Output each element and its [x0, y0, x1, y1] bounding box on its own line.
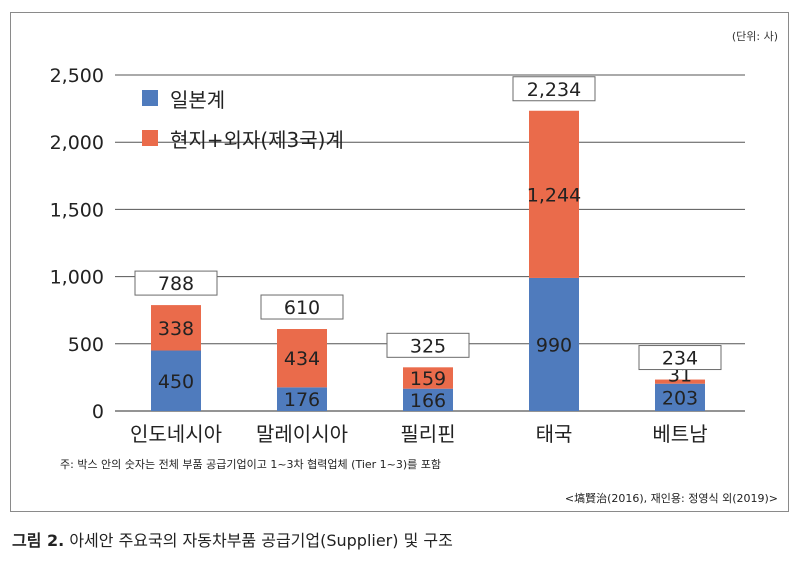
data-label-japanese: 166	[410, 390, 446, 412]
total-box	[260, 294, 344, 320]
source-note: <塙賢治(2016), 재인용: 정영식 외(2019)>	[564, 492, 778, 505]
legend-swatch-local-foreign	[142, 130, 158, 146]
data-label-japanese: 990	[536, 334, 572, 356]
legend-label-local-foreign: 현지+외자(제3국)계	[170, 127, 344, 152]
total-box	[638, 345, 722, 371]
legend-label-japanese: 일본계	[170, 87, 226, 112]
unit-label: (단위: 사)	[731, 30, 778, 43]
y-tick-label: 500	[68, 334, 104, 356]
legend-swatch-japanese	[142, 90, 158, 106]
data-label-local-foreign: 159	[410, 368, 446, 390]
total-label: 234	[662, 348, 698, 370]
y-tick-label: 2,500	[50, 65, 104, 87]
total-box	[386, 332, 470, 358]
data-label-local-foreign: 338	[158, 318, 194, 340]
y-tick-label: 2,000	[50, 132, 104, 154]
figure-caption-text: 아세안 주요국의 자동차부품 공급기업(Supplier) 및 구조	[64, 531, 453, 550]
y-tick-label: 0	[92, 401, 104, 423]
bar-local-foreign	[655, 379, 705, 384]
y-tick-label: 1,000	[50, 267, 104, 289]
data-label-local-foreign: 1,244	[527, 184, 581, 206]
legend: 일본계 현지+외자(제3국)계	[142, 78, 344, 158]
legend-item-local-foreign: 현지+외자(제3국)계	[142, 118, 344, 158]
bar-japanese	[655, 383, 705, 411]
x-tick-label: 베트남	[652, 422, 707, 446]
data-label-japanese: 203	[662, 387, 698, 409]
total-label: 788	[158, 273, 194, 295]
total-label: 610	[284, 297, 320, 319]
bar-japanese	[529, 277, 579, 411]
bar-japanese	[277, 387, 327, 411]
total-box	[512, 76, 596, 102]
x-tick-label: 인도네시아	[130, 422, 222, 446]
x-tick-label: 필리핀	[400, 422, 455, 446]
figure-label: 그림 2.	[12, 531, 65, 550]
total-label: 2,234	[527, 79, 581, 101]
data-label-local-foreign: 31	[668, 365, 692, 387]
x-tick-label: 태국	[536, 422, 573, 446]
data-label-japanese: 450	[158, 371, 194, 393]
bar-local-foreign	[529, 110, 579, 278]
total-label: 325	[410, 335, 446, 357]
footnote: 주: 박스 안의 숫자는 전체 부품 공급기업이고 1~3차 협력업체 (Tie…	[60, 458, 442, 471]
x-tick-label: 말레이시아	[256, 422, 348, 446]
bar-local-foreign	[277, 329, 327, 388]
bar-japanese	[151, 350, 201, 411]
bar-local-foreign	[151, 305, 201, 351]
bar-local-foreign	[403, 367, 453, 389]
data-label-local-foreign: 434	[284, 348, 320, 370]
y-tick-label: 1,500	[50, 199, 104, 221]
chart-frame	[10, 12, 789, 512]
bar-japanese	[403, 388, 453, 411]
legend-item-japanese: 일본계	[142, 78, 344, 118]
figure-caption: 그림 2. 아세안 주요국의 자동차부품 공급기업(Supplier) 및 구조	[12, 527, 453, 551]
data-label-japanese: 176	[284, 389, 320, 411]
total-box	[134, 270, 218, 296]
